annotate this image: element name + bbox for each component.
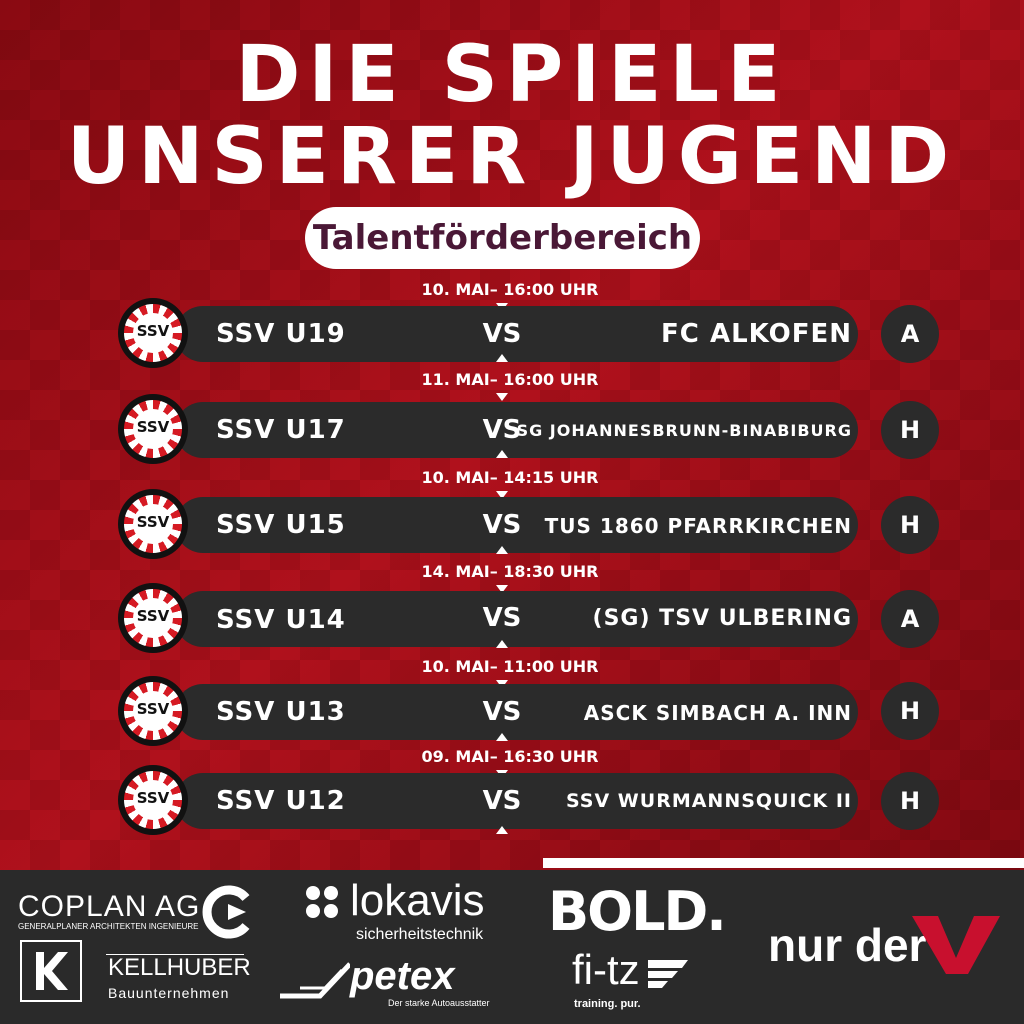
petex-tagline: Der starke Autoausstatter [388,998,490,1008]
bold-logo: BOLD. [548,880,727,943]
vs-label: VS [482,415,522,445]
arrow-up-icon [496,546,508,554]
match-bar [175,773,858,829]
home-team: SSV U12 [216,786,346,816]
nurder-v-icon [912,916,1000,974]
nurder-logo: nur der [768,919,927,971]
match-date: 10. MAI– 11:00 UHR [421,657,599,676]
coplan-logo: COPLAN AG [18,890,201,923]
club-crest-icon: SSV [118,394,188,464]
club-crest-icon: SSV [118,298,188,368]
home-team: SSV U17 [216,415,346,445]
fitz-tagline: training. pur. [574,998,641,1010]
fitz-logo: fi-tz [572,946,640,993]
match-bar [175,306,858,362]
vs-label: VS [482,603,522,633]
venue-badge: A [881,305,939,363]
arrow-up-icon [496,640,508,648]
away-team: SG JOHANNESBRUNN-BINABIBURG [516,421,852,440]
club-crest-icon: SSV [118,489,188,559]
away-team: (SG) TSV ULBERING [592,606,852,631]
kellhuber-logo: KELLHUBER [108,954,251,981]
venue-badge: H [881,496,939,554]
venue-badge: H [881,682,939,740]
coplan-emblem-icon [202,885,250,939]
arrow-up-icon [496,733,508,741]
match-date: 10. MAI– 16:00 UHR [421,280,599,299]
arrow-down-icon [496,585,508,593]
lokavis-logo: lokavis [350,876,485,925]
headline-line-1: DIE SPIELE [235,30,789,120]
petex-logo: petex [350,954,455,998]
club-crest-icon: SSV [118,765,188,835]
club-crest-icon: SSV [118,676,188,746]
coplan-tagline: GENERALPLANER ARCHITEKTEN INGENIEURE [18,922,199,931]
arrow-down-icon [496,393,508,401]
match-bar [175,402,858,458]
match-date: 11. MAI– 16:00 UHR [421,370,599,389]
vs-label: VS [482,697,522,727]
footer-stripe [543,858,1024,868]
match-bar [175,684,858,740]
venue-badge: A [881,590,939,648]
away-team: FC ALKOFEN [661,319,852,349]
venue-badge: H [881,772,939,830]
home-team: SSV U15 [216,510,346,540]
match-bar [175,497,858,553]
vs-label: VS [482,786,522,816]
away-team: SSV WURMANNSQUICK II [565,790,852,812]
venue-badge: H [881,401,939,459]
away-team: ASCK SIMBACH A. INN [583,701,852,725]
vs-label: VS [482,319,522,349]
match-bar [175,591,858,647]
match-date: 14. MAI– 18:30 UHR [421,562,599,581]
kellhuber-tagline: Bauunternehmen [108,985,230,1001]
vs-label: VS [482,510,522,540]
home-team: SSV U13 [216,697,346,727]
home-team: SSV U14 [216,605,346,635]
headline-line-2: UNSERER JUGEND [66,112,958,202]
arrow-up-icon [496,450,508,458]
lokavis-emblem-icon [306,886,338,918]
arrow-up-icon [496,826,508,834]
away-team: TUS 1860 PFARRKIRCHEN [544,514,852,538]
arrow-down-icon [496,491,508,499]
sponsor-footer: COPLAN AG GENERALPLANER ARCHITEKTEN INGE… [0,870,1024,1024]
match-date: 10. MAI– 14:15 UHR [421,468,599,487]
fitz-wing-icon [648,960,688,988]
petex-swoosh-icon [280,962,350,999]
kellhuber-emblem-icon [20,940,82,1002]
match-date: 09. MAI– 16:30 UHR [421,747,599,766]
arrow-up-icon [496,354,508,362]
lokavis-tagline: sicherheitstechnik [356,926,484,943]
club-crest-icon: SSV [118,583,188,653]
home-team: SSV U19 [216,319,346,349]
subtitle-pill: Talentförderbereich [305,207,700,269]
